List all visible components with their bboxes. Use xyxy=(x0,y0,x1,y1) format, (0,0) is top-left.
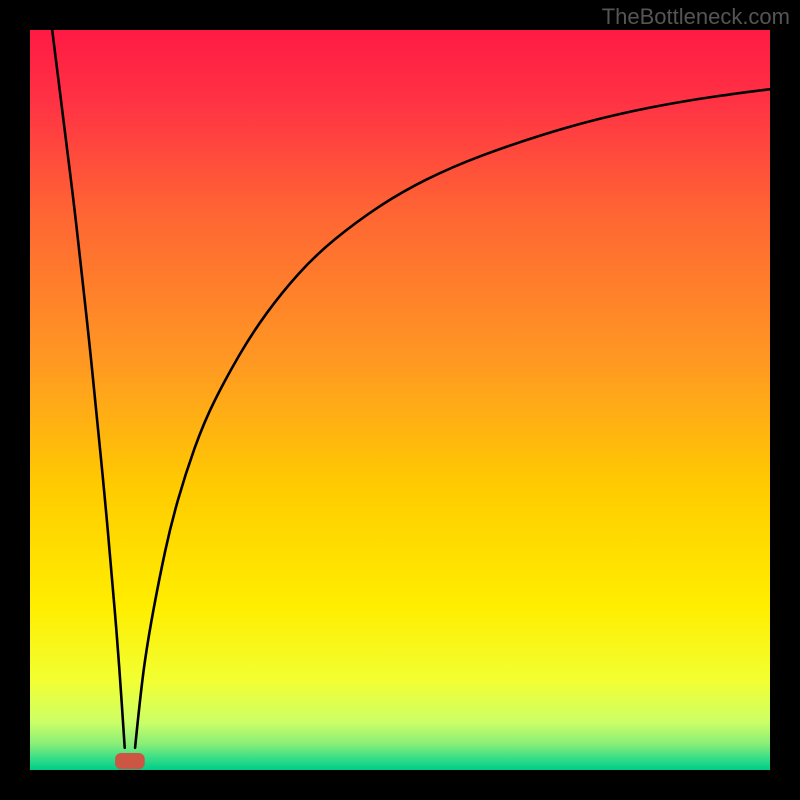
plot-background xyxy=(30,30,770,770)
minimum-marker xyxy=(115,753,145,769)
source-watermark: TheBottleneck.com xyxy=(602,4,790,30)
chart-canvas: TheBottleneck.com xyxy=(0,0,800,800)
bottleneck-chart xyxy=(0,0,800,800)
